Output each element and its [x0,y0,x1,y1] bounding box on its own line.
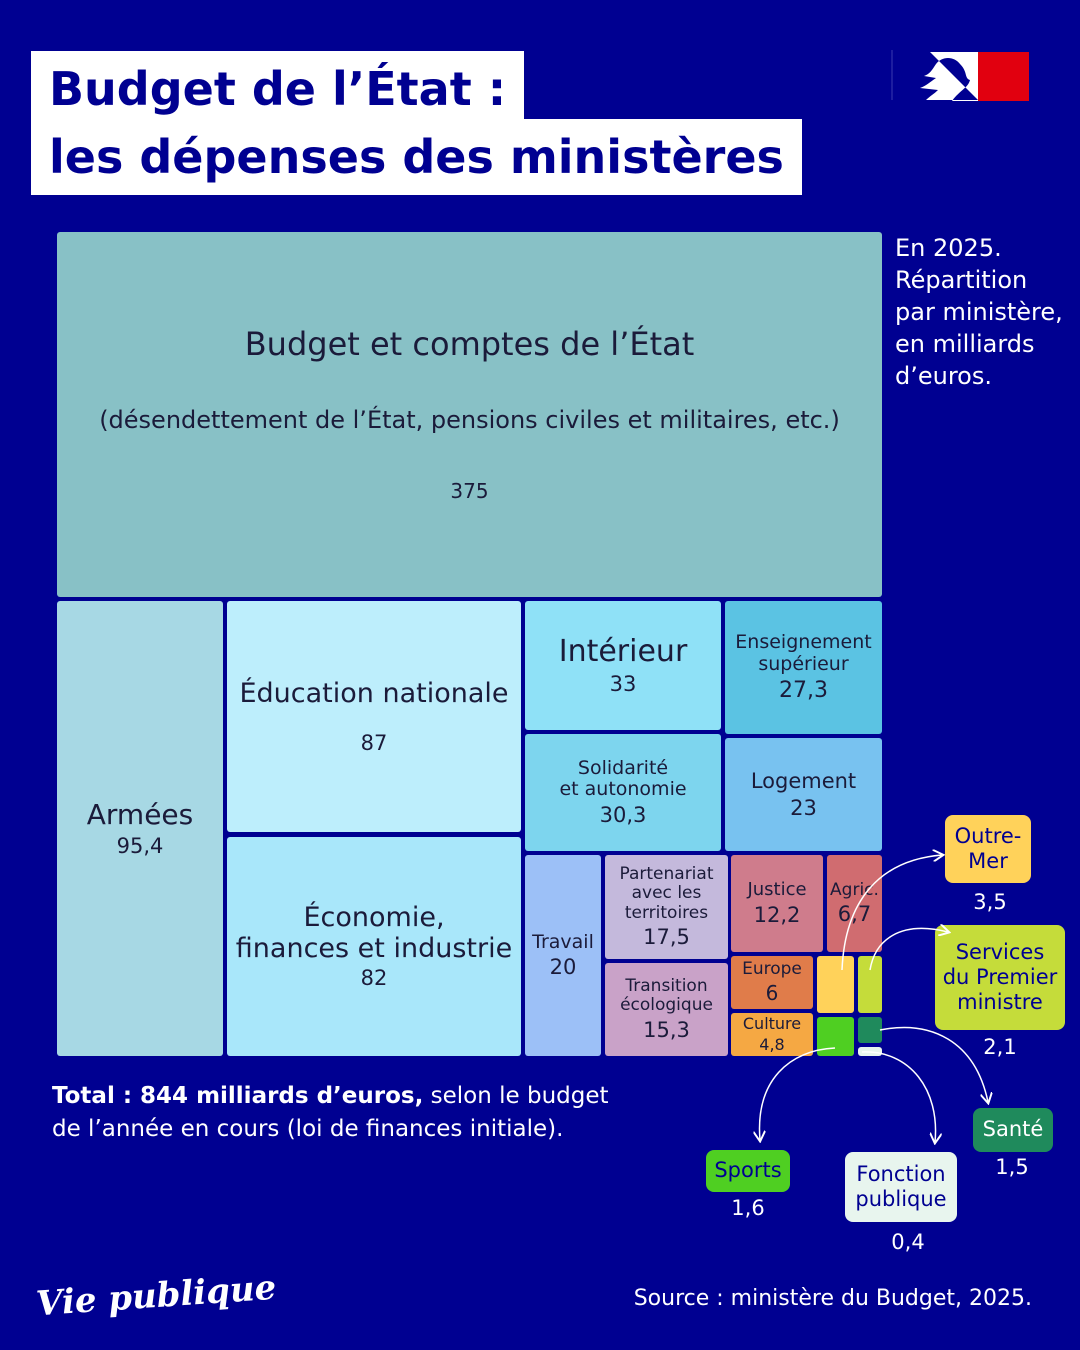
tile-value: 6,7 [837,902,872,927]
tile-value: 82 [360,966,388,991]
callout-label: Santé [973,1108,1053,1152]
callout-label: Sports [706,1150,790,1192]
treemap-tile: Économie, finances et industrie 82 [227,837,521,1056]
treemap-tile: Budget et comptes de l’État (désendetteme… [57,232,882,597]
tile-label: Solidarité et autonomie [559,756,687,801]
tile-label: Intérieur [558,634,688,670]
treemap-tile [817,956,854,1013]
tile-label: Travail [532,930,594,953]
treemap-tile: Éducation nationale 87 [227,601,521,832]
tile-value: 95,4 [116,833,164,858]
tile-label: Éducation nationale [239,677,509,709]
tile-label: Europe [742,959,802,980]
tile-value: 17,5 [643,925,690,950]
treemap-tile: Intérieur 33 [525,601,721,730]
tile-value: 375 [450,479,489,504]
tile-value: 15,3 [643,1017,690,1042]
treemap-tile: Europe 6 [731,956,813,1009]
title-line: les dépenses des ministères [31,119,802,195]
total-rest: selon le budget de l’année en cours (loi… [52,1083,609,1142]
treemap-tile: Agric. 6,7 [827,855,882,952]
total-note: Total : 844 milliards d’euros, selon le … [52,1080,612,1146]
callout-label: Outre- Mer [945,815,1031,883]
treemap-tile: Transition écologique 15,3 [605,963,728,1056]
tile-label: Agric. [830,879,879,900]
treemap-tile: Culture 4,8 [731,1013,813,1056]
tile-label: Logement [750,769,857,794]
treemap-tile: Armées 95,4 [57,601,223,1056]
callout-label: Services du Premier ministre [935,925,1065,1030]
tile-value: 20 [549,955,577,980]
tile-label: Armées [86,798,194,832]
treemap-tile: Partenariat avec les territoires 17,5 [605,855,728,959]
source: Source : ministère du Budget, 2025. [633,1286,1032,1311]
tile-label: Culture [742,1014,802,1034]
treemap-tile: Justice 12,2 [731,855,823,952]
logo [891,50,1029,101]
tile-value: 30,3 [599,803,647,828]
callout-value: 0,4 [891,1230,925,1254]
callout-value: 1,6 [731,1196,765,1220]
treemap-tile [858,1017,882,1043]
callout-value: 2,1 [983,1035,1017,1059]
tile-label: Enseignement supérieur [735,631,872,675]
tile-label: Budget et comptes de l’État [244,324,695,363]
tile-note: (désendettement de l’État, pensions civi… [99,405,840,434]
title-line: Budget de l’État : [31,51,525,127]
treemap-tile [858,956,882,1013]
callout-value: 1,5 [995,1155,1029,1179]
treemap-tile: Solidarité et autonomie 30,3 [525,734,721,851]
tile-label: Transition écologique [620,975,713,1016]
tile-value: 87 [360,730,388,755]
tile-value: 6 [765,980,779,1005]
callout-value: 3,5 [973,890,1007,914]
tile-value: 4,8 [759,1034,785,1054]
tile-value: 12,2 [753,902,801,927]
treemap-tile: Logement 23 [725,738,882,851]
tile-value: 33 [609,671,637,696]
callout-label: Fonction publique [845,1152,957,1222]
tile-label: Partenariat avec les territoires [619,863,714,923]
total-bold: Total : 844 milliards d’euros, [52,1083,424,1109]
tile-label: Justice [747,879,807,901]
tile-label: Économie, finances et industrie [235,902,513,965]
tile-value: 23 [790,795,817,820]
tile-value: 27,3 [779,677,828,703]
description: En 2025. Répartition par ministère, en m… [895,234,1063,390]
treemap-tile: Travail 20 [525,855,601,1056]
treemap-tile: Enseignement supérieur 27,3 [725,601,882,734]
